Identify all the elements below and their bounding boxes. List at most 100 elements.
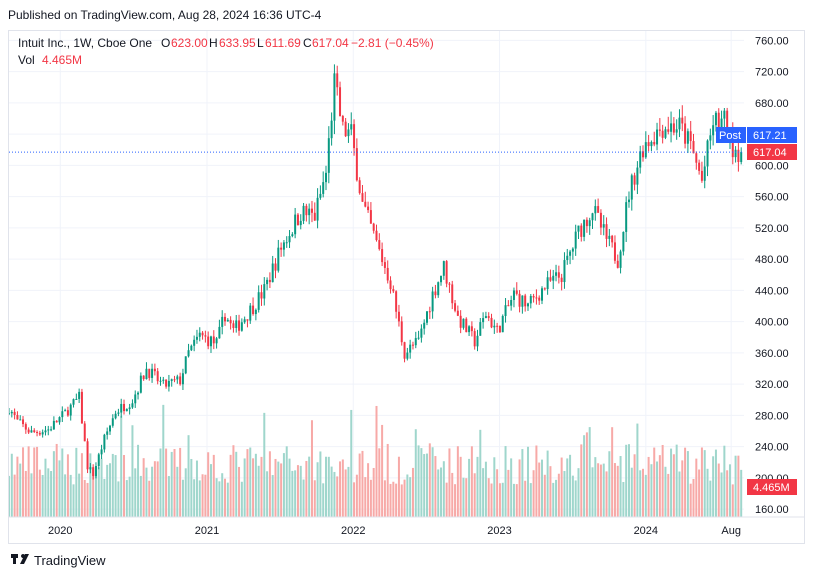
- candle-body: [378, 240, 381, 250]
- candle-body: [111, 418, 114, 426]
- volume-bar: [330, 466, 333, 517]
- volume-bar: [358, 453, 361, 517]
- volume-bar: [703, 450, 706, 517]
- candle-body: [41, 432, 44, 435]
- volume-bar: [299, 465, 302, 517]
- candle-body: [330, 120, 333, 139]
- candle-body: [549, 277, 552, 281]
- candle-body: [434, 291, 437, 296]
- volume-bar: [639, 470, 642, 517]
- candle-body: [179, 376, 182, 385]
- volume-bar: [728, 464, 731, 517]
- candle-body: [535, 297, 538, 299]
- volume-bar: [720, 472, 723, 517]
- volume-bar: [675, 444, 678, 517]
- candle-body: [588, 220, 591, 227]
- candle-body: [493, 325, 496, 328]
- candle-body: [148, 368, 151, 378]
- volume-bar: [240, 481, 243, 517]
- candle-body: [285, 242, 288, 244]
- volume-bar: [670, 448, 673, 517]
- candle-body: [698, 162, 701, 171]
- volume-bar: [552, 482, 555, 517]
- candle-body: [585, 219, 588, 227]
- volume-bar: [50, 471, 53, 517]
- candle-body: [22, 419, 25, 425]
- volume-bar: [566, 458, 569, 517]
- volume-bar: [611, 427, 614, 517]
- volume-bar: [448, 448, 451, 517]
- footer-brand[interactable]: TradingView: [10, 553, 106, 568]
- candle-body: [80, 391, 83, 424]
- volume-bar: [89, 453, 92, 517]
- volume-bar: [128, 476, 131, 517]
- candle-body: [661, 130, 664, 138]
- volume-bar: [714, 449, 717, 517]
- candle-body: [344, 121, 347, 137]
- volume-bar: [355, 474, 358, 517]
- candle-body: [36, 432, 39, 434]
- volume-bar: [86, 482, 89, 517]
- volume-bar: [557, 473, 560, 517]
- volume-bar: [97, 467, 100, 517]
- volume-bar: [167, 476, 170, 517]
- volume-bar: [501, 482, 504, 517]
- candle-body: [339, 87, 342, 116]
- y-tick-label: 720.00: [755, 67, 789, 79]
- candle-body: [114, 413, 117, 419]
- volume-bar: [498, 483, 501, 517]
- candle-body: [142, 375, 145, 380]
- volume-bar: [218, 481, 221, 517]
- legend-c-value: 617.04: [312, 36, 349, 50]
- candle-body: [327, 138, 330, 173]
- volume-bar: [644, 474, 647, 517]
- legend-change: −2.81 (−0.45%): [351, 36, 434, 50]
- candle-body: [16, 414, 19, 420]
- volume-bar: [490, 483, 493, 517]
- candle-body: [10, 411, 13, 414]
- volume-bar: [723, 445, 726, 517]
- volume-bar: [212, 454, 215, 517]
- chart-panel[interactable]: 760.00720.00680.00640.00600.00560.00520.…: [8, 30, 805, 544]
- candle-body: [167, 380, 170, 387]
- volume-bar: [193, 479, 196, 517]
- candle-body: [720, 118, 723, 129]
- volume-bar: [134, 468, 137, 517]
- volume-bar: [229, 454, 232, 517]
- volume-bars: [8, 404, 743, 517]
- volume-bar: [153, 461, 156, 517]
- price-chart[interactable]: 760.00720.00680.00640.00600.00560.00520.…: [8, 31, 804, 543]
- candle-body: [8, 413, 10, 415]
- candle-body: [689, 131, 692, 142]
- candle-body: [566, 255, 569, 261]
- candle-body: [243, 319, 246, 323]
- candle-body: [215, 338, 218, 344]
- volume-bar: [597, 463, 600, 517]
- candle-body: [470, 326, 473, 332]
- candle-body: [69, 404, 72, 416]
- volume-bar: [585, 432, 588, 517]
- candle-body: [353, 124, 356, 149]
- candle-body: [714, 112, 717, 126]
- volume-bar: [94, 470, 97, 517]
- candle-body: [700, 170, 703, 181]
- candle-body: [521, 295, 524, 307]
- volume-bar: [69, 474, 72, 517]
- volume-bar: [442, 461, 445, 517]
- candle-body: [310, 208, 313, 213]
- post-badge: Post 617.21: [716, 127, 797, 143]
- y-tick-label: 600.00: [755, 160, 789, 172]
- time-axis: 2020 2021 2022 2023 2024 Aug: [9, 516, 804, 537]
- volume-bar: [327, 456, 330, 517]
- candle-body: [64, 410, 67, 412]
- volume-bar: [291, 470, 294, 517]
- volume-bar: [591, 467, 594, 517]
- y-tick-label: 240.00: [755, 442, 789, 454]
- volume-bar: [630, 467, 633, 517]
- candle-body: [476, 335, 479, 347]
- candle-body: [108, 425, 111, 432]
- legend-c-label: C: [303, 36, 312, 50]
- candle-body: [678, 117, 681, 130]
- candle-body: [50, 429, 53, 431]
- volume-bar: [476, 456, 479, 517]
